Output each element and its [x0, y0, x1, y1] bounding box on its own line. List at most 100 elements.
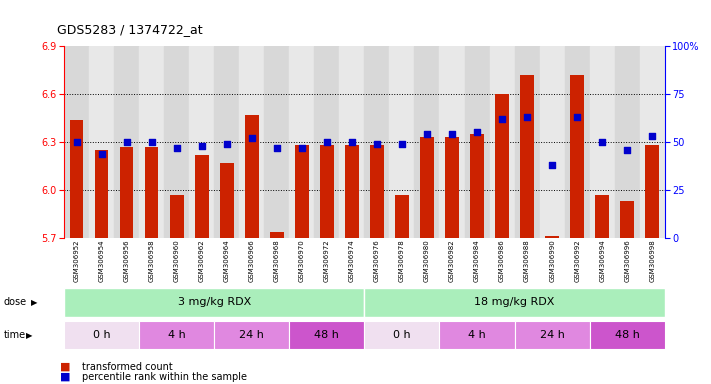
Bar — [589, 321, 665, 349]
Point — [346, 139, 358, 145]
Bar — [339, 46, 364, 238]
Bar — [145, 147, 159, 238]
Text: ▶: ▶ — [31, 298, 37, 307]
Bar — [365, 46, 390, 238]
Point — [371, 141, 383, 147]
Point — [121, 139, 132, 145]
Bar — [615, 46, 640, 238]
Bar — [170, 195, 183, 238]
Text: ■: ■ — [60, 362, 71, 372]
Point — [246, 135, 257, 141]
Text: 24 h: 24 h — [540, 330, 565, 340]
Bar — [415, 46, 439, 238]
Point — [71, 139, 82, 145]
Bar — [470, 134, 484, 238]
Bar — [289, 46, 314, 238]
Point — [396, 141, 407, 147]
Bar — [214, 321, 289, 349]
Point — [296, 145, 307, 151]
Text: time: time — [4, 330, 26, 340]
Bar — [646, 145, 659, 238]
Bar — [295, 145, 309, 238]
Bar — [490, 46, 515, 238]
Bar — [595, 195, 609, 238]
Text: 48 h: 48 h — [314, 330, 339, 340]
Point — [271, 145, 282, 151]
Bar — [114, 46, 139, 238]
Bar — [515, 46, 540, 238]
Bar — [270, 232, 284, 238]
Bar — [445, 137, 459, 238]
Text: 48 h: 48 h — [615, 330, 640, 340]
Text: percentile rank within the sample: percentile rank within the sample — [82, 372, 247, 382]
Text: 4 h: 4 h — [168, 330, 186, 340]
Point — [146, 139, 157, 145]
Bar — [239, 46, 264, 238]
Bar — [439, 321, 515, 349]
Point — [171, 145, 182, 151]
Bar — [64, 321, 139, 349]
Text: 3 mg/kg RDX: 3 mg/kg RDX — [178, 297, 251, 308]
Point — [447, 131, 458, 137]
Bar — [89, 46, 114, 238]
Bar — [545, 237, 559, 238]
Text: 4 h: 4 h — [468, 330, 486, 340]
Bar — [70, 120, 83, 238]
Bar — [64, 46, 89, 238]
Text: ■: ■ — [60, 372, 71, 382]
Bar — [589, 46, 615, 238]
Point — [646, 133, 658, 139]
Bar — [540, 46, 565, 238]
Bar — [495, 94, 509, 238]
Bar — [621, 201, 634, 238]
Bar — [420, 137, 434, 238]
Text: 18 mg/kg RDX: 18 mg/kg RDX — [474, 297, 555, 308]
Bar — [139, 321, 214, 349]
Text: 0 h: 0 h — [393, 330, 411, 340]
Bar — [345, 145, 359, 238]
Point — [496, 116, 508, 122]
Point — [221, 141, 232, 147]
Text: ▶: ▶ — [26, 331, 32, 339]
Bar — [164, 46, 189, 238]
Text: transformed count: transformed count — [82, 362, 173, 372]
Point — [321, 139, 333, 145]
Bar — [365, 288, 665, 317]
Bar — [570, 75, 584, 238]
Text: 24 h: 24 h — [240, 330, 264, 340]
Bar — [464, 46, 490, 238]
Point — [597, 139, 608, 145]
Bar — [320, 145, 333, 238]
Bar — [395, 195, 409, 238]
Bar — [370, 145, 384, 238]
Bar — [515, 321, 589, 349]
Text: GDS5283 / 1374722_at: GDS5283 / 1374722_at — [57, 23, 203, 36]
Bar — [520, 75, 534, 238]
Bar — [95, 150, 108, 238]
Bar — [245, 115, 259, 238]
Bar — [195, 155, 208, 238]
Point — [422, 131, 433, 137]
Bar — [64, 288, 365, 317]
Bar — [565, 46, 589, 238]
Bar — [314, 46, 339, 238]
Bar — [220, 163, 234, 238]
Point — [471, 129, 483, 136]
Bar — [119, 147, 134, 238]
Point — [196, 143, 208, 149]
Point — [96, 151, 107, 157]
Bar — [390, 46, 415, 238]
Point — [621, 147, 633, 153]
Text: 0 h: 0 h — [92, 330, 110, 340]
Bar — [189, 46, 214, 238]
Bar — [365, 321, 439, 349]
Bar — [264, 46, 289, 238]
Bar — [139, 46, 164, 238]
Point — [572, 114, 583, 120]
Text: dose: dose — [4, 297, 27, 308]
Bar — [439, 46, 464, 238]
Bar — [214, 46, 239, 238]
Bar — [289, 321, 365, 349]
Bar — [640, 46, 665, 238]
Point — [521, 114, 533, 120]
